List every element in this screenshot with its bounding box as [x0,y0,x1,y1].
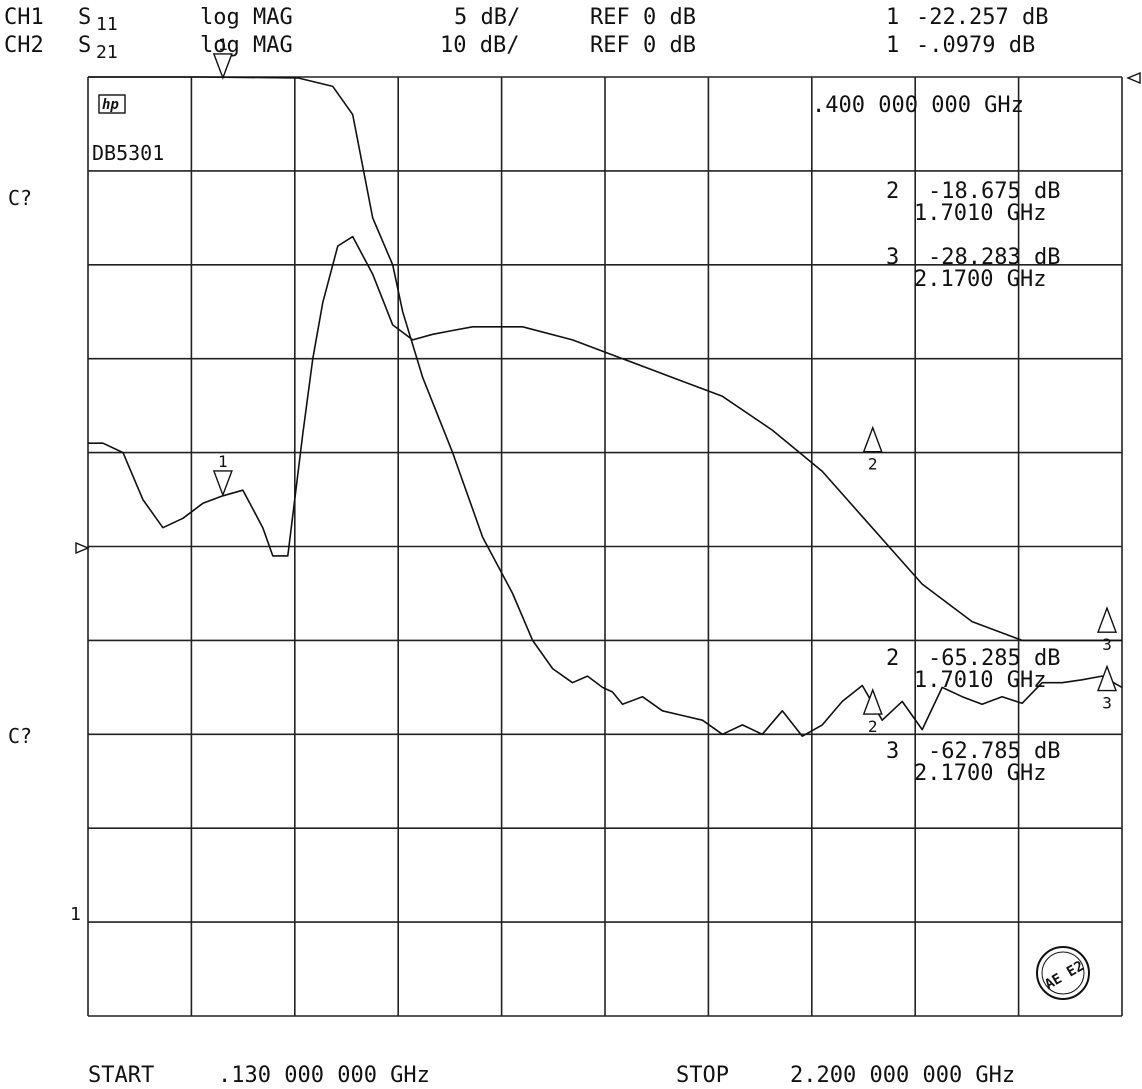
ch2-marker2-id: 2 [886,646,899,671]
ch2-marker-value: -.0979 dB [916,33,1035,58]
ae-stamp: AE E2 [1036,946,1090,1000]
ch2-marker2-value: -65.285 dB [928,646,1060,671]
marker-2-s21-label: 2 [868,717,878,736]
ch1-marker2-freq: 1.7010 GHz [914,201,1046,226]
marker-2-s21-icon [862,688,883,715]
ch1-marker2-value: -18.675 dB [928,179,1060,204]
ch1-format: log MAG [200,5,293,30]
ch1-axis-label: C? [8,186,32,210]
footer: START .130 000 000 GHz STOP 2.200 000 00… [88,1063,1015,1088]
ch1-marker-id: 1 [886,5,899,30]
marker-3-s21-icon [1096,664,1118,692]
marker-3-s21-label: 3 [1102,694,1112,713]
ch2-label: CH2 [4,33,44,58]
plot-grid [87,76,1123,1017]
ch2-param: S [78,33,91,58]
hp-logo: hp [102,97,119,113]
ch2-marker3-id: 3 [886,739,899,764]
ch2-scale: 10 dB/ [440,33,519,58]
traces [88,76,1123,738]
ch2-param-sub: 21 [96,42,118,63]
marker-1-s21: 1 [212,35,233,80]
trace-s21 [88,76,1123,738]
stop-value: 2.200 000 000 GHz [790,1063,1015,1088]
marker-1-s21-label: 1 [218,35,228,54]
ch2-axis-label: C? [8,724,32,748]
marker-3-s11-label: 3 [1102,635,1112,654]
marker-3-s21: 3 [1096,664,1118,713]
ch1-param-sub: 11 [96,14,118,35]
ch1-marker3-id: 3 [886,245,899,270]
ch1-scale: 5 dB/ [454,5,520,30]
ch1-marker-readouts: 2 -18.675 dB 1.7010 GHz 3 -28.283 dB 2.1… [886,179,1060,292]
ch2-marker3-value: -62.785 dB [928,739,1060,764]
start-value: .130 000 000 GHz [218,1063,430,1088]
logo-box: hp [98,94,126,114]
markers: 1 1 2 2 3 3 [212,35,1118,736]
ch1-ref: REF 0 dB [590,5,696,30]
ch2-marker-readouts: 2 -65.285 dB 1.7010 GHz 3 -62.785 dB 2.1… [886,646,1060,786]
ch2-marker-id: 1 [886,33,899,58]
trace-id: DB5301 [92,141,164,165]
ch1-marker2-id: 2 [886,179,899,204]
marker-2-s11: 2 [862,425,883,474]
marker1-frequency: .400 000 000 GHz [812,93,1024,118]
marker-2-s11-label: 2 [868,455,878,474]
ch1-param: S [78,5,91,30]
ch1-marker3-value: -28.283 dB [928,245,1060,270]
marker-2-s11-icon [862,425,883,453]
ch2-marker3-freq: 2.1700 GHz [914,761,1046,786]
ch2-marker2-freq: 1.7010 GHz [914,668,1046,693]
marker-1-s11: 1 [212,452,233,497]
ch1-ref-pointer-icon [75,541,90,555]
marker-2-s21: 2 [862,688,883,736]
start-label: START [88,1063,154,1088]
trace-s11 [88,235,1122,642]
ch1-trace-tag: 1 [70,904,81,925]
marker-1-s11-icon [212,470,233,497]
marker-3-s11: 3 [1096,606,1118,654]
marker-1-s21-icon [212,53,233,80]
marker-1-s11-label: 1 [218,452,228,471]
marker-3-s11-icon [1096,606,1118,633]
ch1-marker-value: -22.257 dB [916,5,1048,30]
header-ch1: CH1 S 11 log MAG 5 dB/ REF 0 dB 1 -22.25… [4,5,1048,35]
ch2-ref-pointer-icon [1126,71,1141,85]
ch1-label: CH1 [4,5,44,30]
header-ch2: CH2 S 21 log MAG 10 dB/ REF 0 dB 1 -.097… [4,33,1035,63]
ch1-marker3-freq: 2.1700 GHz [914,267,1046,292]
stamp-text: AE E2 [1042,958,1087,993]
ch2-ref: REF 0 dB [590,33,696,58]
stop-label: STOP [676,1063,729,1088]
